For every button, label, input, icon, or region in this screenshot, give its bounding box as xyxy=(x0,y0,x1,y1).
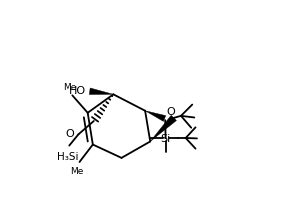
Polygon shape xyxy=(150,116,177,142)
Text: O: O xyxy=(167,106,175,116)
Polygon shape xyxy=(89,89,113,95)
Text: HO: HO xyxy=(69,86,86,96)
Text: H₃Si: H₃Si xyxy=(57,152,78,162)
Text: Me: Me xyxy=(63,83,77,92)
Polygon shape xyxy=(145,111,166,122)
Text: Me: Me xyxy=(70,166,83,175)
Text: O: O xyxy=(65,128,74,138)
Text: Si: Si xyxy=(160,133,171,143)
